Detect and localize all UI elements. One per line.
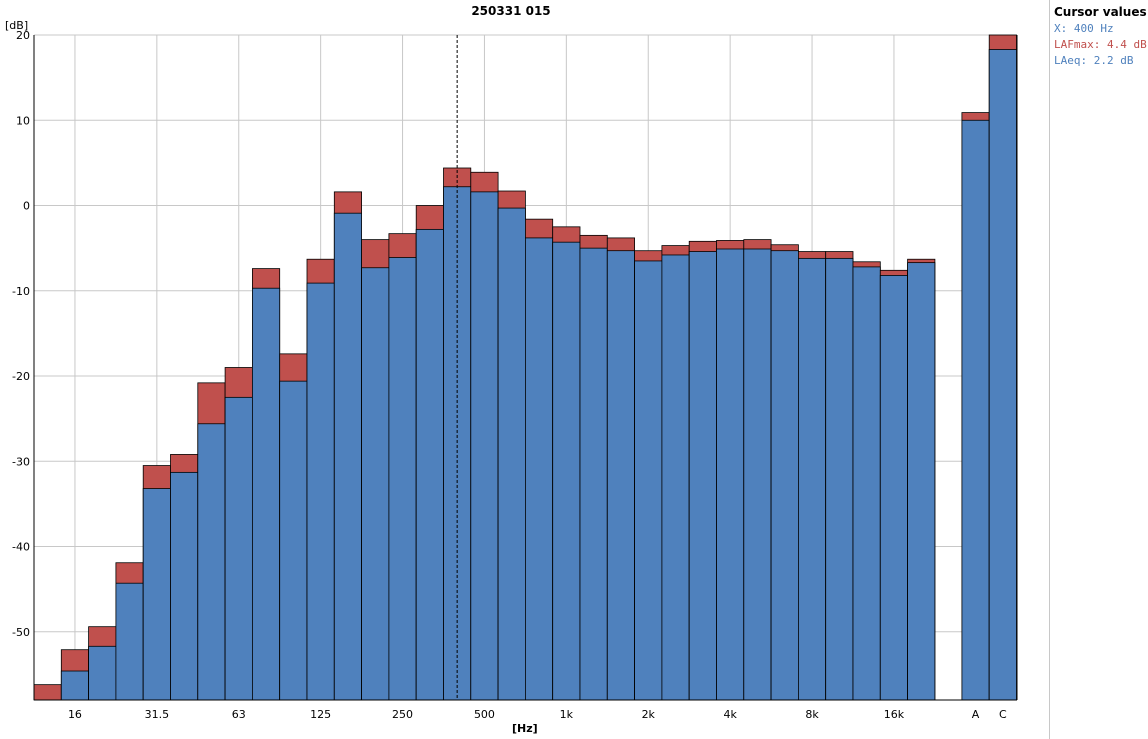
cursor-values-panel: Cursor values X: 400 Hz LAFmax: 4.4 dB L… — [1049, 0, 1148, 739]
bar-laeq — [115, 582, 144, 701]
x-tick-label: 31.5 — [145, 708, 170, 721]
y-tick-label: -30 — [12, 455, 30, 468]
bar-laeq — [142, 488, 171, 701]
bar-laeq — [879, 275, 908, 701]
bar-laeq — [197, 423, 226, 701]
y-tick-label: 0 — [23, 200, 30, 213]
y-axis-unit: [dB] — [5, 19, 29, 32]
spectrum-chart[interactable]: 20 10 0 -10 -20 -30 -40 -50 16 31.5 63 125 250 500 1k 2… — [0, 0, 1048, 739]
tick-labels: 20 10 0 -10 -20 -30 -40 -50 16 31.5 63 125 250 500 1k 2… — [12, 29, 1007, 721]
axes — [33, 35, 1018, 701]
bar-laeq — [579, 247, 608, 701]
bar-laeq — [743, 248, 772, 701]
bar-laeq — [88, 645, 117, 701]
bar-lafmax — [33, 684, 62, 701]
bar-laeq — [470, 191, 499, 701]
x-tick-label: 63 — [232, 708, 246, 721]
bar-laeq — [688, 251, 717, 701]
x-tick-label: 2k — [642, 708, 656, 721]
x-tick-label: 1k — [560, 708, 574, 721]
bar-laeq — [525, 237, 554, 701]
y-tick-label: 20 — [16, 29, 30, 42]
bar-laeq — [251, 287, 281, 701]
y-tick-label: 10 — [16, 114, 30, 127]
y-tick-label: -20 — [12, 370, 30, 383]
bar-laeq — [443, 186, 472, 701]
bar-laeq — [279, 380, 308, 701]
bar-laeq — [552, 241, 581, 701]
bar-laeq — [988, 49, 1017, 701]
bar-laeq — [907, 262, 936, 701]
bar-laeq — [606, 250, 635, 701]
bar-laeq — [361, 267, 390, 701]
bar-laeq — [852, 266, 881, 701]
bar-laeq — [415, 228, 444, 701]
bar-laeq — [961, 119, 990, 701]
x-tick-label: 16k — [884, 708, 905, 721]
y-tick-label: -50 — [12, 626, 30, 639]
cursor-x-value: X: 400 Hz — [1054, 22, 1114, 35]
cursor-lafmax-value: LAFmax: 4.4 dB — [1054, 38, 1147, 51]
bar-laeq — [661, 254, 690, 701]
bar-laeq — [333, 212, 362, 701]
bar-laeq — [224, 396, 253, 701]
x-tick-label: C — [999, 708, 1007, 721]
x-tick-label: A — [972, 708, 980, 721]
x-tick-label: 8k — [805, 708, 819, 721]
chart-title: 250331 015 — [471, 4, 551, 18]
bar-laeq — [306, 282, 335, 701]
bar-laeq — [770, 250, 799, 701]
y-tick-label: -10 — [12, 285, 30, 298]
x-axis-unit: [Hz] — [512, 722, 538, 735]
y-tick-label: -40 — [12, 541, 30, 554]
bars — [33, 34, 1017, 701]
x-tick-label: 500 — [474, 708, 495, 721]
bar-laeq — [60, 670, 89, 701]
bar-laeq — [716, 248, 745, 701]
x-tick-label: 4k — [723, 708, 737, 721]
bar-laeq — [388, 257, 417, 701]
bar-laeq — [634, 260, 663, 701]
bar-laeq — [497, 207, 526, 701]
cursor-values-title: Cursor values — [1054, 5, 1147, 19]
x-tick-label: 16 — [68, 708, 82, 721]
x-tick-label: 125 — [310, 708, 331, 721]
x-tick-label: 250 — [392, 708, 413, 721]
bar-laeq — [170, 471, 199, 701]
bar-laeq — [825, 257, 854, 701]
bar-laeq — [798, 257, 827, 701]
cursor-laeq-value: LAeq: 2.2 dB — [1054, 54, 1134, 67]
